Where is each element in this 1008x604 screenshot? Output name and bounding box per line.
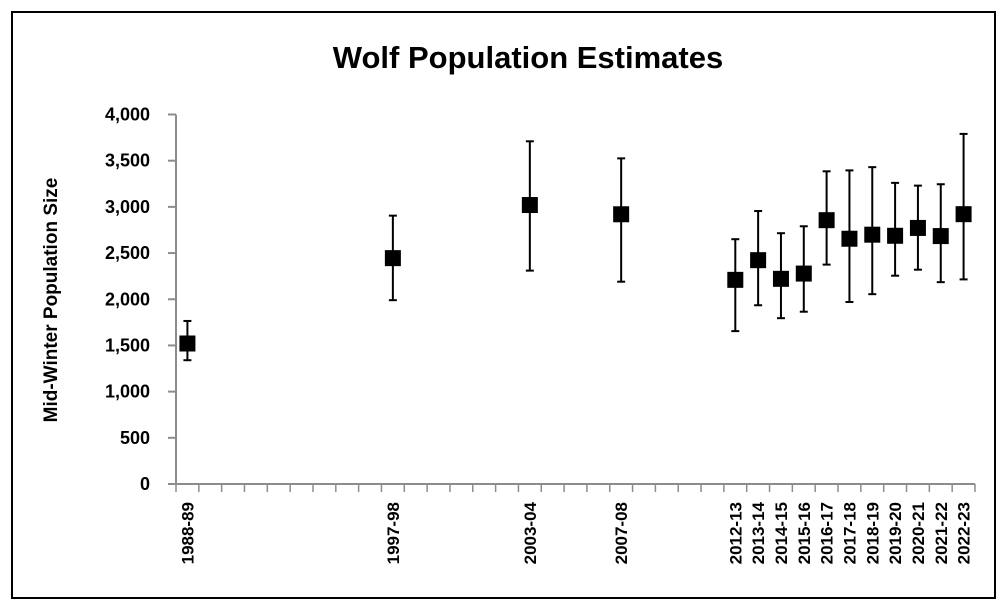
x-tick-label: 2022-23: [955, 502, 974, 564]
chart-frame: [11, 11, 996, 599]
data-point: [841, 230, 858, 247]
x-tick-label: 2018-19: [863, 502, 882, 564]
data-point: [613, 206, 630, 223]
data-point: [887, 227, 904, 244]
data-point: [750, 252, 767, 269]
data-point: [727, 271, 744, 288]
y-tick-label: 0: [140, 474, 150, 494]
x-tick-label: 2012-13: [726, 502, 745, 564]
x-tick-label: 2021-22: [932, 502, 951, 564]
data-point: [909, 219, 926, 236]
y-tick-label: 3,000: [105, 197, 150, 217]
x-tick-label: 2020-21: [909, 502, 928, 564]
y-tick-label: 3,500: [105, 151, 150, 171]
data-point: [864, 226, 881, 243]
data-point: [955, 206, 972, 223]
data-point: [772, 270, 789, 287]
x-tick-label: 1988-89: [178, 502, 197, 564]
x-tick-label: 2014-15: [772, 502, 791, 564]
y-axis-label: Mid-Winter Population Size: [41, 178, 62, 423]
data-point: [795, 265, 812, 282]
x-tick-label: 1997-98: [384, 502, 403, 564]
y-tick-label: 500: [120, 428, 150, 448]
data-point: [818, 212, 835, 229]
x-tick-label: 2016-17: [818, 502, 837, 564]
chart-title: Wolf Population Estimates: [333, 40, 723, 75]
y-tick-label: 2,500: [105, 243, 150, 263]
x-tick-label: 2003-04: [521, 501, 540, 564]
x-tick-label: 2019-20: [886, 502, 905, 564]
x-tick-label: 2007-08: [612, 502, 631, 564]
y-tick-label: 1,500: [105, 335, 150, 355]
data-point: [384, 250, 401, 267]
y-tick-label: 2,000: [105, 289, 150, 309]
axes: 0 500 1,000 1,500 2,000 2,500 3,000 3,500 4,000 1…: [105, 105, 976, 564]
x-tick-label: 2015-16: [795, 502, 814, 564]
y-tick-label: 4,000: [105, 105, 150, 125]
data-point: [932, 228, 949, 245]
data-point: [179, 335, 196, 352]
x-tick-label: 2013-14: [749, 501, 768, 564]
data-point: [521, 197, 538, 214]
x-tick-label: 2017-18: [840, 502, 859, 564]
data-marks: [179, 132, 972, 362]
y-tick-label: 1,000: [105, 382, 150, 402]
